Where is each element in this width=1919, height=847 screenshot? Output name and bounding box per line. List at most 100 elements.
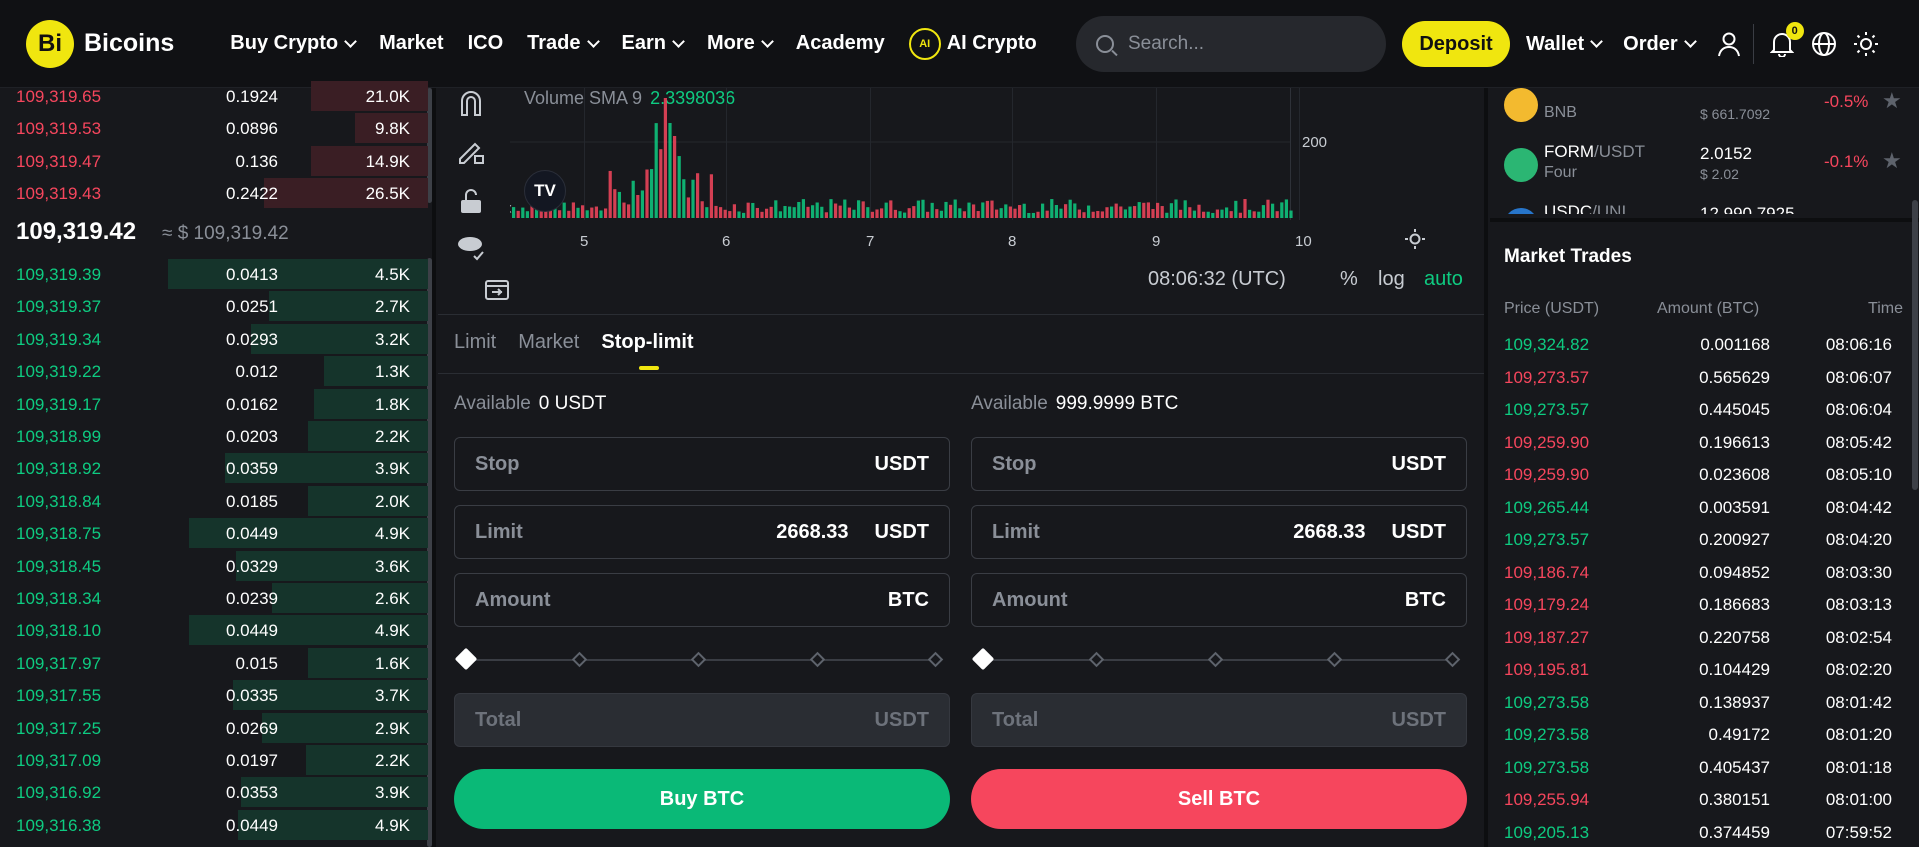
slider-step-75[interactable]	[1326, 651, 1343, 668]
price-chart[interactable]: Volume SMA 9 2.3398036 200 5 6 7 8 9 10 ‹ TV 08:…	[438, 88, 1484, 310]
buy-button[interactable]: Buy BTC	[454, 769, 950, 829]
orderbook-ask-scrollbar[interactable]	[427, 88, 432, 203]
unlock-icon[interactable]	[456, 186, 486, 216]
percent-toggle[interactable]: %	[1340, 268, 1358, 290]
search-input[interactable]	[1128, 33, 1348, 55]
market-trades-scrollbar[interactable]	[1912, 200, 1918, 490]
tradingview-logo[interactable]: TV	[524, 170, 566, 212]
log-toggle[interactable]: log	[1378, 268, 1405, 290]
market-row[interactable]: BNB $ 661.7092 -0.5% ★	[1490, 88, 1910, 136]
slider-step-50[interactable]	[1207, 651, 1224, 668]
slider-step-25[interactable]	[571, 651, 588, 668]
bid-row[interactable]: 109,317.25 0.0269 2.9K	[0, 712, 428, 744]
volume-bar	[1096, 210, 1100, 218]
bid-row[interactable]: 109,318.34 0.0239 2.6K	[0, 582, 428, 614]
bid-row[interactable]: 109,317.55 0.0335 3.7K	[0, 679, 428, 711]
buy-amount-unit: BTC	[887, 588, 929, 611]
bid-row[interactable]: 109,318.75 0.0449 4.9K	[0, 517, 428, 549]
volume-bar	[820, 206, 824, 218]
bid-row[interactable]: 109,316.38 0.0449 4.9K	[0, 809, 428, 841]
bell-icon[interactable]: 0	[1768, 22, 1804, 58]
market-row[interactable]: FORM/USDT Four 2.0152 $ 2.02 -0.1% ★	[1490, 136, 1910, 196]
slider-handle[interactable]	[454, 647, 478, 671]
volume-bar	[723, 209, 727, 218]
favorite-star-icon[interactable]: ★	[1882, 148, 1902, 173]
slider-step-100[interactable]	[1444, 651, 1461, 668]
indicator-name: Volume SMA 9	[524, 88, 643, 108]
bid-row[interactable]: 109,318.99 0.0203 2.2K	[0, 420, 428, 452]
ask-row[interactable]: 109,319.53 0.0896 9.8K	[0, 112, 428, 144]
sell-button[interactable]: Sell BTC	[971, 769, 1467, 829]
sell-percent-slider[interactable]	[971, 645, 1467, 675]
sell-stop-field[interactable]: Stop USDT	[971, 437, 1467, 491]
trade-row: 109,265.44 0.003591 08:04:42	[1490, 493, 1910, 525]
bid-row[interactable]: 109,319.17 0.0162 1.8K	[0, 388, 428, 420]
nav-buy-crypto[interactable]: Buy Crypto	[230, 32, 357, 55]
x-tick-label: 8	[1008, 233, 1016, 250]
magnet-icon[interactable]	[456, 88, 486, 118]
nav-academy[interactable]: Academy	[796, 32, 885, 55]
user-icon[interactable]	[1715, 30, 1743, 58]
date-range-icon[interactable]	[482, 274, 512, 304]
bid-row[interactable]: 109,319.22 0.012 1.3K	[0, 355, 428, 387]
trade-row: 109,273.57 0.565629 08:06:07	[1490, 363, 1910, 395]
search-box[interactable]	[1076, 16, 1386, 72]
market-row[interactable]: USDC/UNI 12,990.7925	[1490, 196, 1910, 214]
nav-ico[interactable]: ICO	[468, 32, 504, 55]
bid-row[interactable]: 109,317.09 0.0197 2.2K	[0, 744, 428, 776]
bid-row[interactable]: 109,319.37 0.0251 2.7K	[0, 290, 428, 322]
tab-limit[interactable]: Limit	[454, 331, 497, 353]
sell-amount-field[interactable]: Amount BTC	[971, 573, 1467, 627]
bid-row[interactable]: 109,316.92 0.0353 3.9K	[0, 776, 428, 808]
sell-limit-field[interactable]: Limit 2668.33 USDT	[971, 505, 1467, 559]
eye-icon[interactable]	[456, 232, 486, 262]
slider-step-25[interactable]	[1088, 651, 1105, 668]
bid-row[interactable]: 109,319.39 0.0413 4.5K	[0, 258, 428, 290]
slider-step-75[interactable]	[809, 651, 826, 668]
collapse-arrow-icon[interactable]: ‹	[510, 198, 512, 218]
bid-total: 3.6K	[375, 556, 410, 576]
globe-icon[interactable]	[1810, 30, 1838, 58]
sell-amount-label: Amount	[992, 588, 1068, 611]
bid-row[interactable]: 109,319.34 0.0293 3.2K	[0, 323, 428, 355]
bid-row[interactable]: 109,318.92 0.0359 3.9K	[0, 452, 428, 484]
tab-market[interactable]: Market	[518, 331, 580, 353]
favorite-star-icon[interactable]: ★	[1882, 88, 1902, 113]
trade-amount: 0.49172	[1708, 725, 1770, 744]
buy-limit-field[interactable]: Limit 2668.33 USDT	[454, 505, 950, 559]
tab-stop-limit[interactable]: Stop-limit	[601, 331, 694, 370]
nav-trade[interactable]: Trade	[527, 32, 600, 55]
pair-price: 2.0152	[1700, 144, 1752, 163]
slider-step-100[interactable]	[927, 651, 944, 668]
sell-total-field[interactable]: Total USDT	[971, 693, 1467, 747]
bid-row[interactable]: 109,318.84 0.0185 2.0K	[0, 485, 428, 517]
ask-row[interactable]: 109,319.47 0.136 14.9K	[0, 145, 428, 177]
nav-market[interactable]: Market	[379, 32, 443, 55]
draw-lock-icon[interactable]	[456, 136, 486, 166]
bid-row[interactable]: 109,318.10 0.0449 4.9K	[0, 614, 428, 646]
deposit-button[interactable]: Deposit	[1402, 21, 1510, 67]
buy-percent-slider[interactable]	[454, 645, 950, 675]
ask-row[interactable]: 109,319.43 0.2422 26.5K	[0, 177, 428, 209]
logo[interactable]: Bi Bicoins	[26, 19, 174, 68]
slider-step-50[interactable]	[690, 651, 707, 668]
orderbook-bid-scrollbar[interactable]	[427, 258, 432, 847]
order-menu[interactable]: Order	[1623, 33, 1697, 56]
buy-total-field[interactable]: Total USDT	[454, 693, 950, 747]
buy-amount-field[interactable]: Amount BTC	[454, 573, 950, 627]
bid-row[interactable]: 109,318.45 0.0329 3.6K	[0, 550, 428, 582]
ask-row[interactable]: 109,319.65 0.1924 21.0K	[0, 80, 428, 112]
trade-price: 109,324.82	[1504, 335, 1590, 354]
chevron-down-icon	[760, 34, 774, 48]
buy-stop-field[interactable]: Stop USDT	[454, 437, 950, 491]
nav-more[interactable]: More	[707, 32, 774, 55]
wallet-menu[interactable]: Wallet	[1526, 33, 1604, 56]
slider-handle[interactable]	[971, 647, 995, 671]
chart-settings-icon[interactable]	[1400, 224, 1430, 254]
theme-toggle-icon[interactable]	[1852, 30, 1880, 58]
nav-earn[interactable]: Earn	[622, 32, 685, 55]
nav-ai-crypto[interactable]: AI AI Crypto	[908, 27, 1037, 60]
auto-toggle[interactable]: auto	[1424, 268, 1463, 290]
volume-bar	[783, 206, 787, 218]
bid-row[interactable]: 109,317.97 0.015 1.6K	[0, 647, 428, 679]
